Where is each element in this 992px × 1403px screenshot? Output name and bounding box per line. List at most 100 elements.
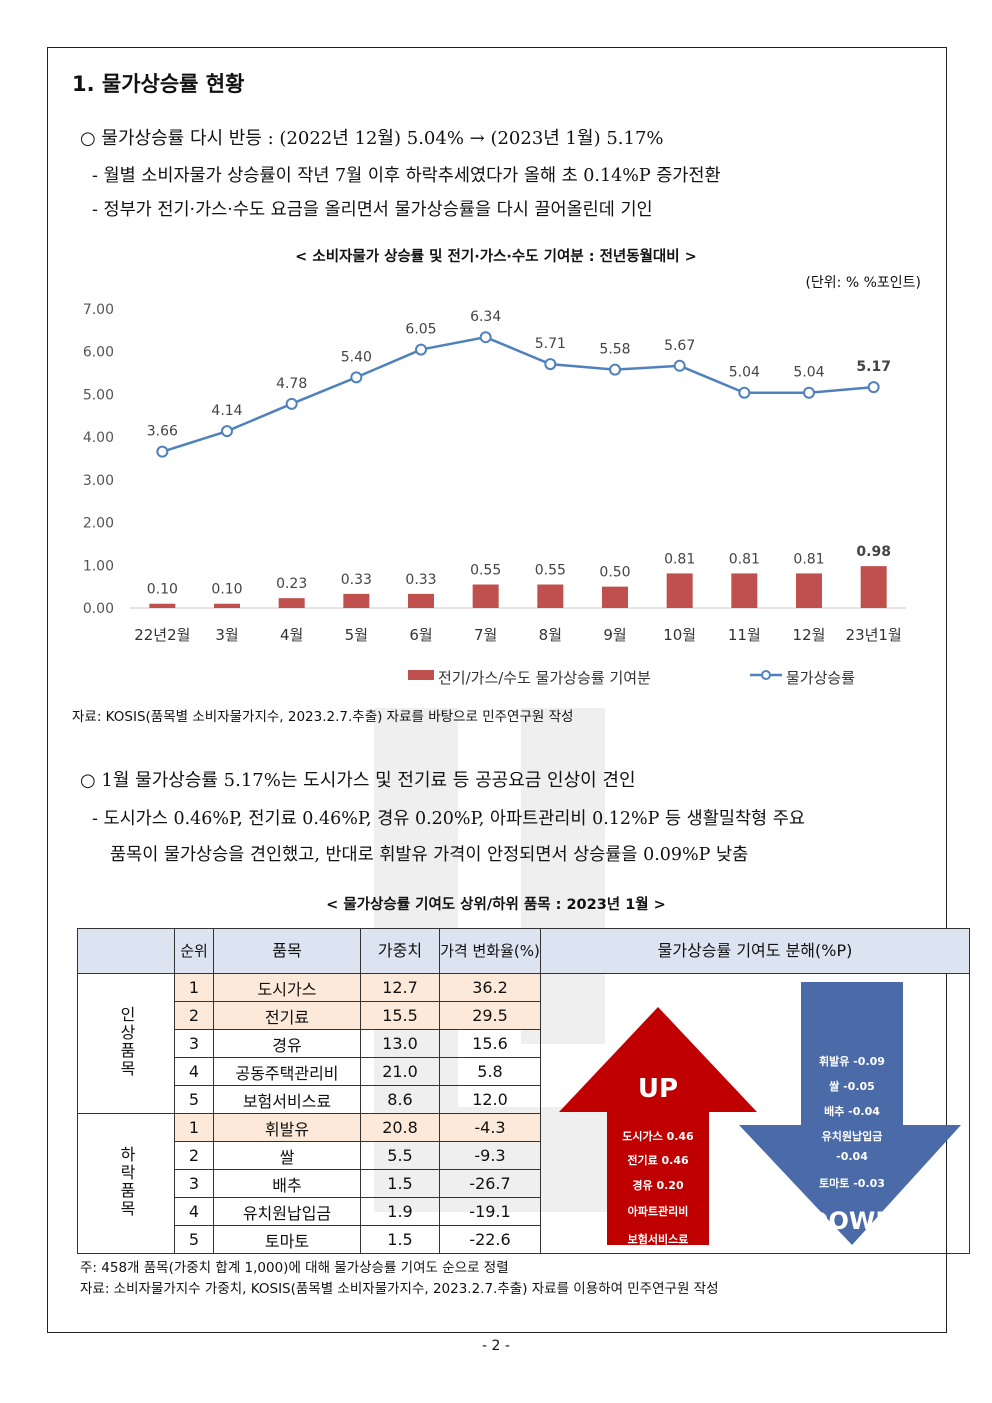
- bar-data-label: 0.81: [664, 551, 695, 567]
- weight-cell: 21.0: [360, 1057, 440, 1086]
- item-cell: 공동주택관리비: [213, 1057, 361, 1086]
- header-weight: 가중치: [360, 928, 440, 974]
- change-cell: -26.7: [439, 1169, 541, 1198]
- table-note: 주: 458개 품목(가중치 합계 1,000)에 대해 물가상승률 기여도 순…: [80, 1260, 509, 1276]
- up-arrow-item: 전기료 0.46: [627, 1153, 689, 1167]
- bar-electricity-gas-water: [278, 598, 305, 608]
- rank-cell: 1: [174, 1113, 214, 1142]
- cpi-data-label: 6.34: [470, 309, 501, 325]
- change-cell: 5.8: [439, 1057, 541, 1086]
- table-row: 하락품목 1 휘발유 20.8 -4.3: [77, 1113, 970, 1254]
- bar-data-label: 0.50: [599, 565, 630, 581]
- header-rank: 순위: [174, 928, 214, 974]
- bar-data-label: 0.55: [470, 563, 501, 579]
- change-cell: -9.3: [439, 1141, 541, 1170]
- rank-cell: 3: [174, 1029, 214, 1058]
- rank-cell: 2: [174, 1141, 214, 1170]
- up-arrow-item: 아파트관리비: [628, 1204, 689, 1218]
- item-cell: 토마토: [213, 1225, 361, 1254]
- bar-electricity-gas-water: [796, 573, 822, 608]
- cpi-data-label: 5.04: [729, 365, 760, 381]
- bar-electricity-gas-water: [666, 573, 693, 608]
- table-source: 자료: 소비자물가지수 가중치, KOSIS(품목별 소비자물가지수, 2023…: [80, 1281, 719, 1297]
- weight-cell: 13.0: [360, 1029, 440, 1058]
- section-title: 1. 물가상승률 현황: [72, 72, 245, 96]
- cpi-data-label: 4.14: [211, 403, 242, 419]
- down-arrow-item: 쌀 -0.05: [829, 1079, 875, 1093]
- x-tick-label: 22년2월: [134, 626, 190, 644]
- x-tick-label: 23년1월: [846, 626, 902, 644]
- header-item: 품목: [213, 928, 361, 974]
- y-tick-label: 5.00: [83, 387, 114, 403]
- bullet1-line1: - 월별 소비자물가 상승률이 작년 7월 이후 하락추세였다가 올해 초 0.…: [92, 166, 721, 186]
- group-text: 하락품목: [117, 1145, 136, 1218]
- bullet1-heading: ○ 물가상승률 다시 반등 : (2022년 12월) 5.04% → (202…: [80, 128, 664, 149]
- cpi-point: [221, 425, 233, 438]
- header-change: 가격 변화율(%): [439, 928, 541, 974]
- rank-cell: 1: [174, 973, 214, 1002]
- cpi-point: [350, 371, 363, 384]
- cpi-data-label: 4.78: [276, 376, 307, 392]
- item-cell: 쌀: [213, 1141, 361, 1170]
- bar-data-label: 0.23: [276, 576, 307, 592]
- table-row: 인상품목 1 도시가스 12.7 36.2 UP 도시가스 0.46 전기료 0.46 경유 0…: [77, 973, 970, 1254]
- bar-electricity-gas-water: [860, 566, 887, 608]
- rank-cell: 4: [174, 1057, 214, 1086]
- group-label-up: 인상품목: [77, 973, 175, 1114]
- rank-cell: 4: [174, 1197, 214, 1226]
- chart-title: < 소비자물가 상승률 및 전기·가스·수도 기여분 : 전년동월대비 >: [295, 249, 697, 265]
- x-tick-label: 5월: [345, 626, 368, 644]
- item-cell: 유치원납입금: [213, 1197, 361, 1226]
- page-number: - 2 -: [482, 1338, 510, 1354]
- bar-data-label: 0.55: [535, 563, 566, 579]
- bar-electricity-gas-water: [472, 584, 499, 608]
- bar-electricity-gas-water: [408, 593, 434, 608]
- x-tick-label: 6월: [409, 626, 432, 644]
- legend-bar-swatch: [408, 670, 434, 680]
- y-tick-label: 2.00: [83, 516, 114, 532]
- weight-cell: 8.6: [360, 1085, 440, 1114]
- x-tick-label: 10월: [663, 626, 696, 644]
- rank-cell: 5: [174, 1085, 214, 1114]
- cpi-data-label: 5.67: [664, 338, 695, 354]
- x-tick-label: 7월: [474, 626, 497, 644]
- bar-electricity-gas-water: [731, 573, 758, 608]
- cpi-point: [156, 445, 169, 458]
- cpi-chart: 0.00 1.00 2.00 3.00 4.00 5.00 6.00 7.00 0.10 0.10…: [83, 302, 906, 687]
- cpi-point: [803, 386, 815, 399]
- rank-cell: 3: [174, 1169, 214, 1198]
- table-title: < 물가상승률 기여도 상위/하위 품목 : 2023년 1월 >: [326, 897, 666, 913]
- down-arrow-item: 배추 -0.04: [824, 1104, 880, 1118]
- change-cell: 29.5: [439, 1001, 541, 1030]
- bar-data-label: 0.98: [856, 544, 891, 560]
- weight-cell: 20.8: [360, 1113, 440, 1142]
- weight-cell: 1.5: [360, 1225, 440, 1254]
- item-cell: 도시가스: [213, 973, 361, 1002]
- down-arrow-item: 토마토 -0.03: [819, 1176, 885, 1190]
- y-tick-label: 6.00: [83, 345, 114, 361]
- bar-electricity-gas-water: [149, 603, 176, 608]
- bullet2-heading: ○ 1월 물가상승률 5.17%는 도시가스 및 전기료 등 공공요금 인상이 …: [80, 770, 636, 791]
- bar-data-label: 0.81: [729, 551, 760, 567]
- x-tick-label: 8월: [539, 626, 562, 644]
- change-cell: -4.3: [439, 1113, 541, 1142]
- table-row: 5 토마토 1.5 -22.6: [78, 1225, 970, 1254]
- x-tick-label: 9월: [603, 626, 626, 644]
- x-tick-label: 11월: [728, 626, 761, 644]
- cpi-data-label: 5.58: [599, 342, 630, 358]
- decomp-graphic-cell: UP 도시가스 0.46 전기료 0.46 경유 0.20 아파트관리비 보험서비스료 휘발…: [540, 973, 970, 1254]
- bar-data-label: 0.10: [211, 582, 242, 598]
- contribution-table: 순위 품목 가중치 가격 변화율(%) 물가상승률 기여도 분해(%P) 인상품…: [77, 928, 970, 1254]
- item-cell: 경유: [213, 1029, 361, 1058]
- cpi-line: [161, 335, 874, 453]
- down-arrow-title: DOWN: [809, 1207, 896, 1235]
- cpi-point: [415, 343, 427, 356]
- item-cell: 전기료: [213, 1001, 361, 1030]
- y-tick-label: 3.00: [83, 473, 114, 489]
- cpi-point: [609, 363, 621, 376]
- change-cell: 36.2: [439, 973, 541, 1002]
- y-tick-label: 1.00: [83, 558, 114, 574]
- rank-cell: 5: [174, 1225, 214, 1254]
- bar-electricity-gas-water: [214, 603, 240, 608]
